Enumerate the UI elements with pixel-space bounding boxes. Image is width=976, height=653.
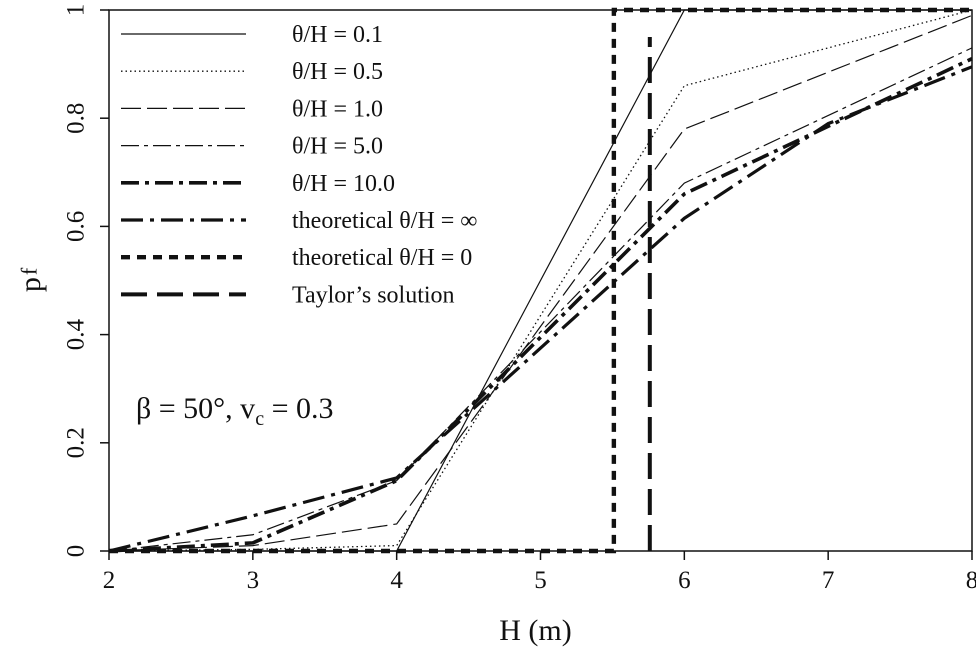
y-tick-label: 0 (63, 545, 90, 558)
legend-label-7: theoretical θ/H = 0 (292, 245, 472, 271)
x-tick-label: 8 (966, 567, 976, 594)
legend-label-8: Taylor’s solution (292, 282, 455, 308)
y-axis-title-subscript: f (17, 267, 42, 275)
y-tick-label: 0.2 (63, 427, 90, 458)
legend: θ/H = 0.1 θ/H = 0.5 θ/H = 1.0 θ/H = 5.0 θ/H … (121, 22, 477, 308)
x-tick-label: 3 (247, 567, 260, 594)
y-axis-title: pf (14, 267, 47, 292)
legend-label-1: θ/H = 0.1 (292, 22, 383, 48)
y-tick-label: 0.8 (63, 103, 90, 134)
x-tick-label: 7 (822, 567, 835, 594)
x-axis-title: H (m) (499, 614, 571, 647)
series-line-6 (108, 65, 973, 553)
legend-label-4: θ/H = 5.0 (292, 134, 383, 160)
y-tick-label: 0.4 (63, 318, 90, 350)
annotation: β = 50°, vc = 0.3 (136, 392, 334, 430)
series-line-2 (108, 9, 973, 552)
legend-label-2: θ/H = 0.5 (292, 59, 383, 85)
y-tick-label: 0.6 (63, 211, 90, 242)
series-line-4 (108, 47, 973, 552)
series-layer (108, 7, 973, 554)
x-tick-label: 2 (103, 567, 116, 594)
x-tick-label: 5 (534, 567, 547, 594)
series-line-3 (108, 14, 973, 552)
legend-label-3: θ/H = 1.0 (292, 96, 383, 122)
parameter-annotation: β = 50°, vc = 0.3 (136, 392, 334, 430)
legend-label-6: theoretical θ/H = ∞ (292, 208, 477, 234)
y-axis-title-main: p (14, 277, 47, 292)
legend-label-5: θ/H = 10.0 (292, 171, 395, 197)
series-line-7 (109, 7, 972, 554)
y-tick-label: 1 (63, 4, 90, 17)
series-line-5 (108, 57, 973, 553)
x-tick-label: 4 (390, 567, 403, 594)
axis-layer: 2 3 4 5 6 7 8 0 0.2 0.4 0.6 0.8 1 H (m) pf (14, 4, 976, 647)
x-tick-label: 6 (678, 567, 691, 594)
series-line-1 (109, 9, 972, 552)
